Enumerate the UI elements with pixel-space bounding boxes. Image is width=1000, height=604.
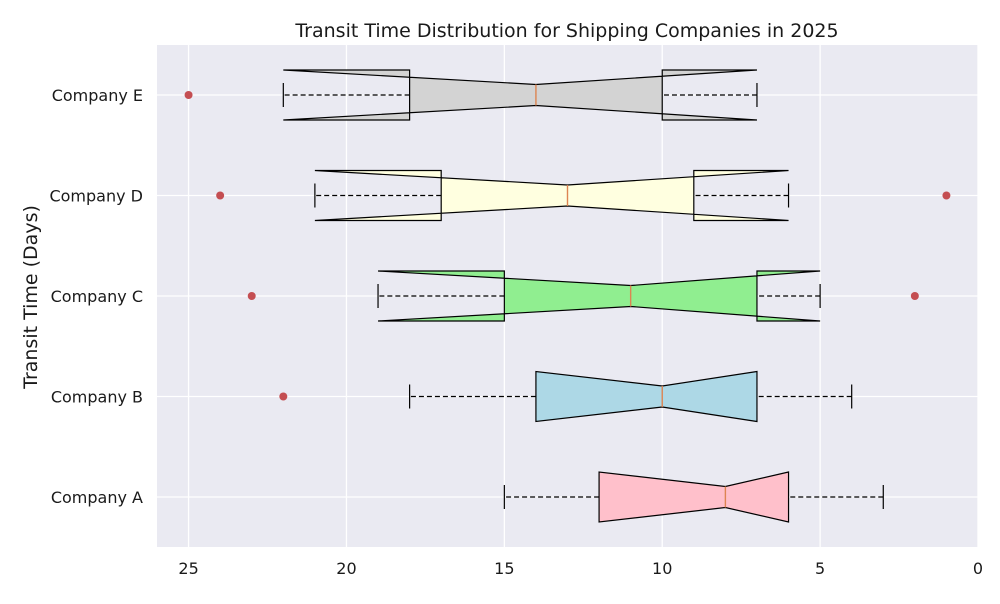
x-tick-label: 25	[178, 559, 198, 578]
outlier-point	[216, 191, 225, 200]
x-tick-label: 20	[336, 559, 356, 578]
y-tick-label: Company C	[51, 287, 143, 306]
box-body	[378, 270, 821, 322]
x-tick-label: 5	[815, 559, 825, 578]
box-body	[283, 69, 758, 121]
outlier-point	[247, 292, 256, 300]
box-plot-company-e	[184, 69, 758, 121]
box-plot-company-a	[503, 471, 884, 523]
x-tick-label: 0	[973, 559, 983, 578]
box-plot-company-d	[216, 169, 951, 222]
x-tick-label: 10	[652, 559, 672, 578]
axes-layer: 25 20 15 10 5 0 Company A Company B Company C Com…	[49, 86, 983, 578]
y-tick-label: Company D	[49, 187, 143, 206]
y-tick-label: Company B	[51, 388, 143, 407]
y-tick-label: Company E	[52, 86, 143, 105]
y-tick-label: Company A	[51, 488, 143, 507]
chart-title: Transit Time Distribution for Shipping C…	[294, 20, 838, 42]
outlier-point	[942, 191, 951, 200]
box-plot-company-c	[247, 270, 919, 322]
box-plot-company-b	[279, 370, 853, 423]
box-body	[314, 169, 789, 222]
outlier-point	[279, 392, 288, 401]
outlier-point	[910, 292, 919, 300]
x-tick-label: 15	[494, 559, 514, 578]
outlier-point	[184, 91, 193, 99]
y-axis-label: Transit Time (Days)	[20, 205, 42, 390]
boxes-layer	[184, 69, 951, 523]
